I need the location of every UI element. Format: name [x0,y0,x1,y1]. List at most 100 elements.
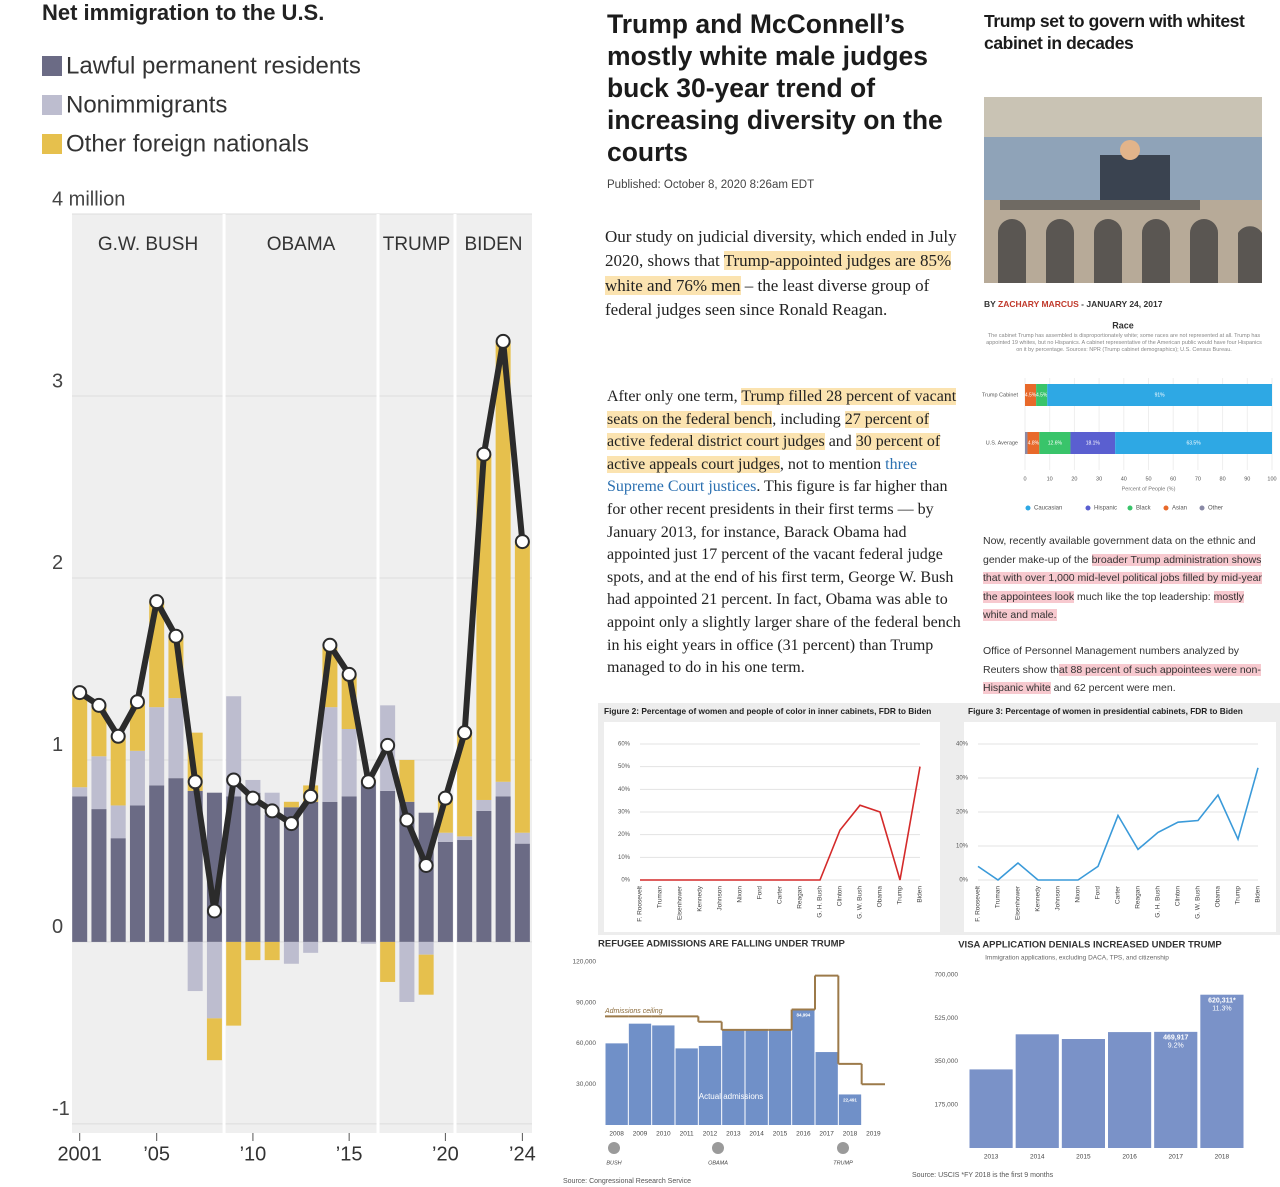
x-tick-label: 70 [1195,476,1201,482]
bar [969,1069,1013,1148]
paragraph: Our study on judicial diversity, which e… [605,225,977,322]
y-tick-label: 30% [618,810,631,816]
value-label: 84,994 [796,1013,810,1018]
bar-segment [303,801,319,942]
x-tick-label: 20 [1071,476,1077,482]
link[interactable]: three Supreme Court justices [607,455,918,496]
y-tick-label: 40% [618,787,631,793]
net-point [283,816,299,832]
bar-annotation: Actual admissions [699,1092,763,1101]
x-tick-label: Kennedy [1035,885,1042,911]
bar-segment [360,781,376,942]
x-tick-label: 2010 [656,1131,671,1138]
x-tick-label: 2016 [1122,1154,1137,1161]
chart-title: Figure 2: Percentage of women and people… [604,706,931,716]
x-tick-label: 2017 [819,1131,834,1138]
era-label: TRUMP [383,234,451,255]
net-point [187,774,203,790]
headline: Trump and McConnell’s mostly white male … [607,9,943,167]
bar-segment [110,736,126,806]
net-point [303,788,319,804]
bar [1061,1039,1105,1148]
x-tick-label: 2016 [796,1131,811,1138]
x-tick-label: Clinton [837,886,844,907]
x-tick-label: G. H. Bush [817,886,824,918]
x-tick-label: 2019 [866,1131,881,1138]
value-label: 91% [1155,392,1166,398]
bar [745,1029,768,1125]
bar-segment [91,756,107,810]
value-label: 63.5% [1186,440,1201,446]
byline: BY ZACHARY MARCUS - JANUARY 24, 2017 [984,299,1162,309]
bar-segment [399,759,415,802]
y-tick-label: 60,000 [576,1040,596,1047]
paragraph: After only one term, Trump filled 28 per… [607,386,969,680]
net-line [78,338,526,914]
bar-segment [264,941,280,961]
y-tick-label: 20% [956,810,969,816]
legend-dot [1127,505,1133,511]
net-point [91,697,107,713]
y-tick-label: 350,000 [935,1058,959,1065]
y-tick-label: 90,000 [576,999,596,1006]
net-point [168,628,184,644]
president-icon [608,1142,620,1154]
bar-segment [72,787,88,797]
x-tick-label: Truman [657,886,664,909]
share-label: 9.2% [1168,1043,1184,1050]
bar-segment [1036,384,1048,406]
legend-swatch [42,134,62,154]
x-tick-label: 2013 [726,1131,741,1138]
bar-segment [264,814,280,942]
legend-swatch [42,95,62,115]
y-tick-label: 175,000 [935,1101,959,1108]
y-tick-label: 10% [618,855,631,861]
row-label: U.S. Average [986,440,1018,446]
bar-segment [1070,432,1116,454]
legend-label: Other [1208,506,1223,512]
x-tick-label: 2008 [609,1131,624,1138]
bar-segment [110,805,126,839]
x-tick-label: Biden [1255,886,1262,903]
bar-segment [149,707,165,786]
chart-title: REFUGEE ADMISSIONS ARE FALLING UNDER TRU… [598,939,845,950]
x-tick-label: 2015 [1076,1154,1091,1161]
x-tick-label: 50 [1145,476,1151,482]
x-tick-label: 2018 [1215,1154,1230,1161]
bar-segment [91,705,107,757]
x-tick-label: Nixon [1075,886,1082,903]
value-label: 4.5% [1036,392,1048,398]
byline-prefix: BY [984,299,996,309]
x-tick-label: Obama [1215,886,1222,908]
x-tick-label: Ford [757,886,764,900]
net-point [399,812,415,828]
x-tick-label: Johnson [1055,886,1062,911]
bar-segment [1025,384,1037,406]
x-tick-label: Johnson [717,886,724,911]
date: - JANUARY 24, 2017 [1081,299,1163,309]
bar-segment [187,790,203,942]
x-tick-label: 2013 [984,1154,999,1161]
y-tick-label: 525,000 [935,1015,959,1022]
y-tick-label: 2 [52,552,63,574]
photo-figure [1100,155,1170,205]
x-tick-label: 100 [1267,476,1276,482]
x-tick-label: 0 [1023,476,1026,482]
bar-segment [206,941,222,1019]
legend-label: Hispanic [1094,506,1117,512]
net-point [245,790,261,806]
bar [698,1045,722,1125]
bar-segment [1025,432,1028,454]
value-label: 469,917 [1163,1035,1188,1042]
photo-podium [1000,200,1200,210]
x-tick-label: 2001 [57,1143,102,1165]
x-tick-label: 2015 [773,1131,788,1138]
net-point [110,728,126,744]
net-point [437,790,453,806]
x-tick-label: 10 [1047,476,1053,482]
bar-segment [245,941,261,961]
bar-segment [457,732,473,837]
bar-segment [1047,384,1272,406]
legend-label: Nonimmigrants [66,91,227,118]
bar-segment [226,796,242,942]
